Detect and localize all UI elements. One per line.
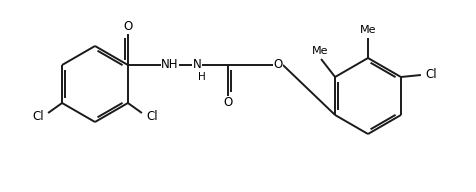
- Text: O: O: [273, 59, 283, 71]
- Text: Me: Me: [360, 25, 376, 35]
- Text: H: H: [198, 72, 206, 82]
- Text: Me: Me: [312, 46, 328, 56]
- Text: Cl: Cl: [425, 69, 436, 81]
- Text: Cl: Cl: [146, 109, 158, 122]
- Text: NH: NH: [161, 59, 178, 71]
- Text: O: O: [223, 97, 233, 109]
- Text: O: O: [123, 21, 132, 33]
- Text: Cl: Cl: [32, 109, 44, 122]
- Text: N: N: [192, 59, 201, 71]
